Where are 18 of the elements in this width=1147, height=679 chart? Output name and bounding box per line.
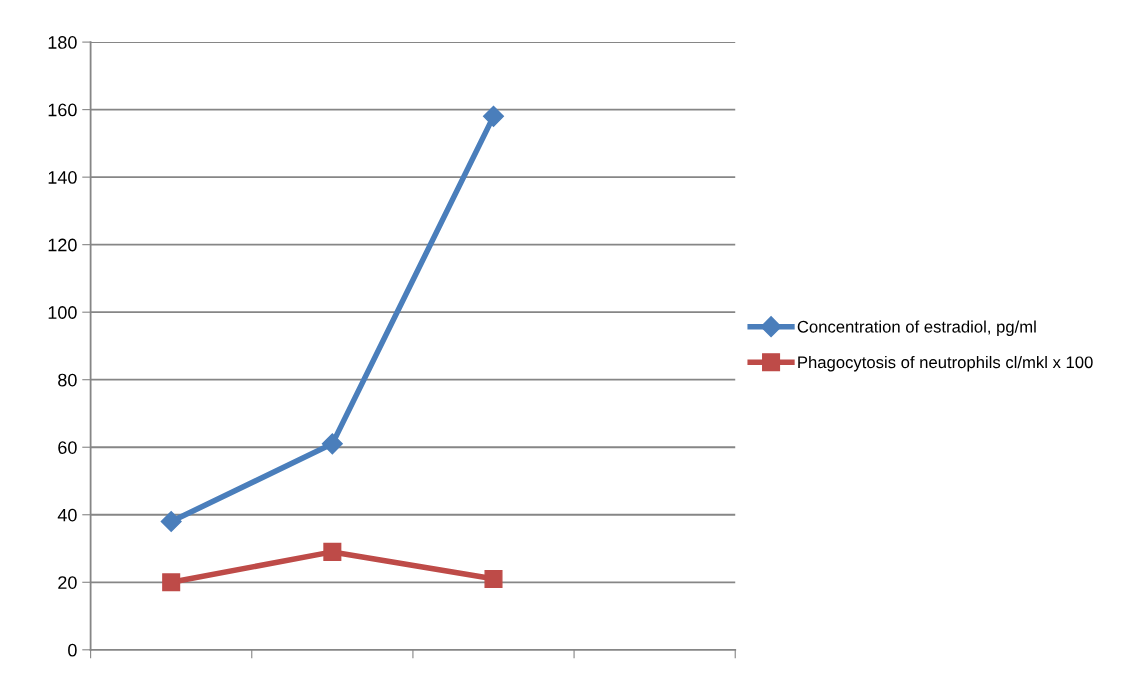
point <box>162 573 181 592</box>
y-tick-label: 180 <box>48 36 77 49</box>
point <box>484 569 503 588</box>
y-tick-label: 0 <box>68 643 77 657</box>
y-tick-label: 140 <box>48 171 77 184</box>
y-tick-label: 20 <box>58 576 77 589</box>
point <box>160 510 182 533</box>
legend-label: Phagocytosis of neutrophils cl/mkl x 100 <box>798 355 1093 372</box>
point <box>482 105 505 127</box>
y-tick-label: 100 <box>48 306 77 319</box>
y-tick-label: 80 <box>58 373 77 387</box>
legend-label: Concentration of estradiol, pg/ml <box>797 320 1036 336</box>
y-tick-label: 40 <box>57 508 77 522</box>
y-tick-label: 160 <box>48 103 77 117</box>
y-tick-label: 60 <box>58 441 77 454</box>
point <box>321 433 343 455</box>
y-tick-label: 120 <box>48 238 77 252</box>
point <box>323 542 342 561</box>
